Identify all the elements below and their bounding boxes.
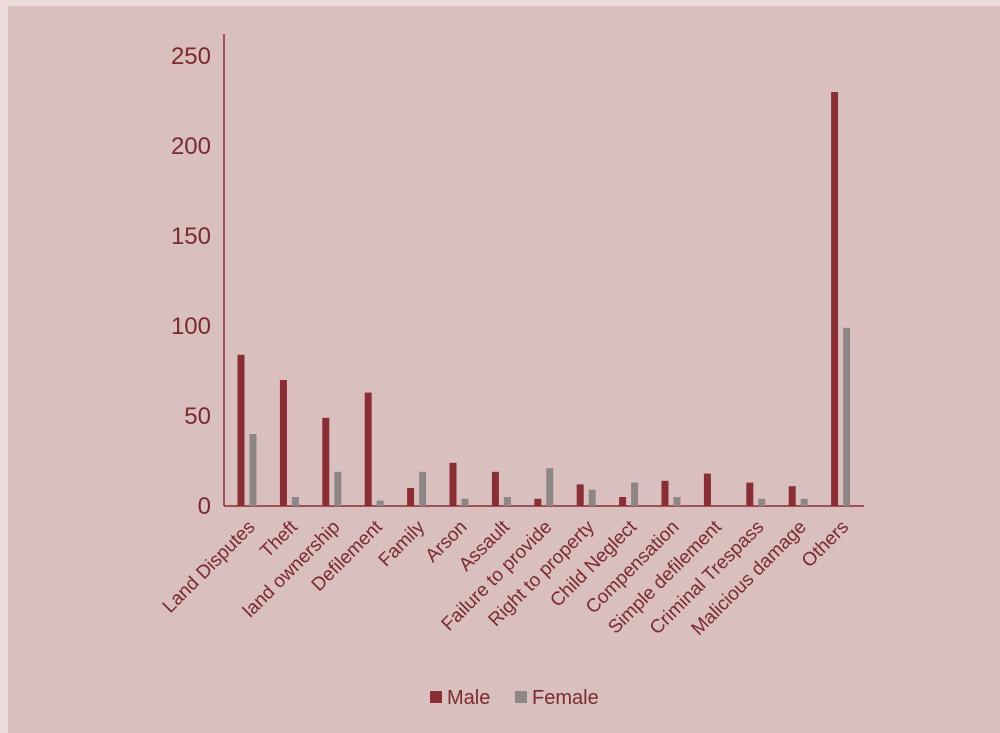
- bar-female: [800, 498, 808, 506]
- bar-male: [788, 486, 796, 506]
- y-axis-ticks: 0 50 100 150 200 250: [171, 43, 211, 520]
- chart-axes: [223, 34, 864, 507]
- bar-female: [249, 434, 257, 506]
- bar-male: [576, 484, 584, 506]
- bar-female: [503, 497, 511, 506]
- x-tick-label: Family: [375, 516, 430, 571]
- bar-male: [831, 92, 839, 506]
- legend-swatch: [430, 691, 442, 703]
- y-tick-label: 150: [171, 223, 211, 250]
- bar-female: [758, 498, 766, 506]
- bar-male: [619, 497, 627, 506]
- y-tick-label: 50: [184, 403, 211, 430]
- bar-female: [843, 327, 851, 506]
- y-tick-label: 200: [171, 133, 211, 160]
- bar-female: [376, 500, 384, 506]
- bar-female: [546, 468, 554, 506]
- y-tick-label: 100: [171, 313, 211, 340]
- bar-male: [407, 488, 415, 506]
- bar-female: [631, 482, 639, 506]
- bar-female: [673, 497, 681, 506]
- bar-male: [364, 392, 372, 506]
- bar-male: [534, 498, 542, 506]
- bar-male: [491, 471, 499, 506]
- bar-male: [237, 354, 245, 506]
- legend: Male Female: [430, 687, 599, 709]
- bar-female: [291, 497, 299, 506]
- bar-male: [746, 482, 754, 506]
- y-tick-label: 0: [198, 493, 211, 520]
- bar-male: [703, 473, 711, 506]
- bar-male: [322, 417, 330, 506]
- bar-female: [461, 498, 469, 506]
- bars: [237, 92, 851, 506]
- legend-swatch: [515, 691, 527, 703]
- bar-female: [588, 489, 596, 506]
- bar-female: [419, 471, 427, 506]
- bar-female: [334, 471, 342, 506]
- legend-label: Male: [447, 687, 490, 709]
- legend-label: Female: [532, 687, 599, 709]
- bar-male: [661, 480, 669, 506]
- x-tick-label: Others: [798, 517, 853, 572]
- bar-male: [449, 462, 457, 506]
- bar-male: [279, 380, 287, 506]
- y-tick-label: 250: [171, 43, 211, 70]
